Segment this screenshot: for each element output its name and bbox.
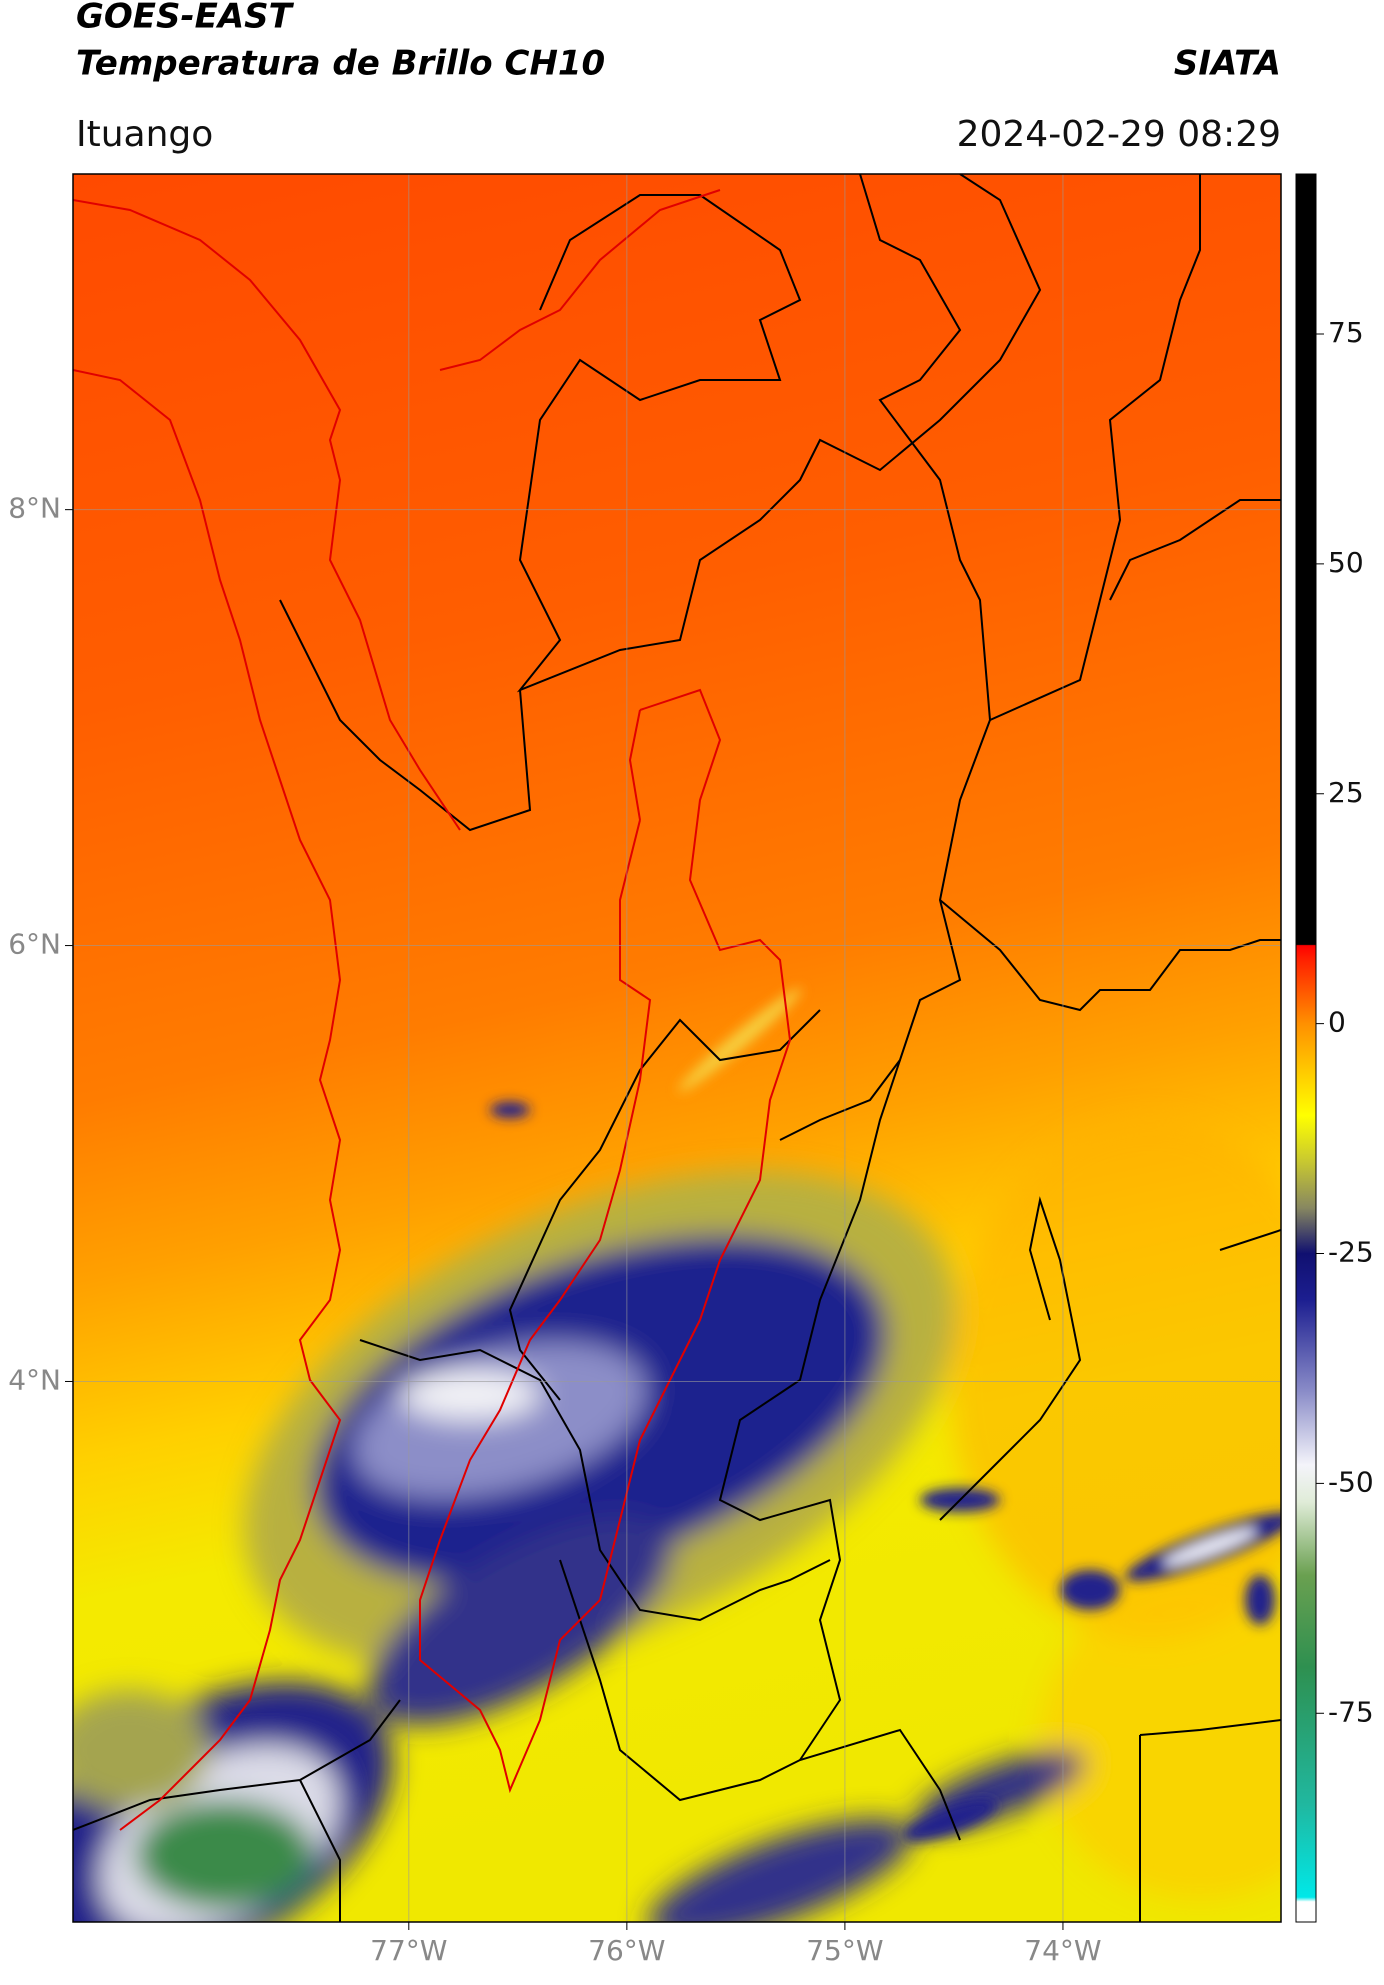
colorbar-tick-label: 0 [1328, 1006, 1346, 1039]
colorbar-tick-label: -25 [1328, 1236, 1374, 1269]
colorbar-tick-label: -75 [1328, 1695, 1374, 1728]
title: GOES-EAST [76, 0, 295, 37]
location: Ituango [76, 114, 213, 155]
subtitle: Temperatura de Brillo CH10 [76, 44, 605, 84]
y-tick-label: 6°N [8, 928, 61, 961]
y-tick-label: 8°N [8, 492, 61, 525]
colorbar [1295, 173, 1317, 1923]
datetime: 2024-02-29 08:29 [957, 114, 1281, 155]
satellite-image [73, 174, 1281, 1922]
y-tick-label: 4°N [8, 1363, 61, 1396]
map-frame [72, 173, 1282, 1923]
colorbar-tick-label: 75 [1328, 316, 1364, 349]
colorbar-tick-label: -50 [1328, 1465, 1374, 1498]
x-tick-label: 74°W [1024, 1934, 1101, 1967]
colorbar-tick-label: 50 [1328, 546, 1364, 579]
x-tick-label: 75°W [806, 1934, 883, 1967]
x-tick-label: 77°W [370, 1934, 447, 1967]
grid [73, 174, 1281, 1922]
x-tick-label: 76°W [588, 1934, 665, 1967]
colorbar-tick-label: 25 [1328, 776, 1364, 809]
source: SIATA [1174, 44, 1281, 84]
